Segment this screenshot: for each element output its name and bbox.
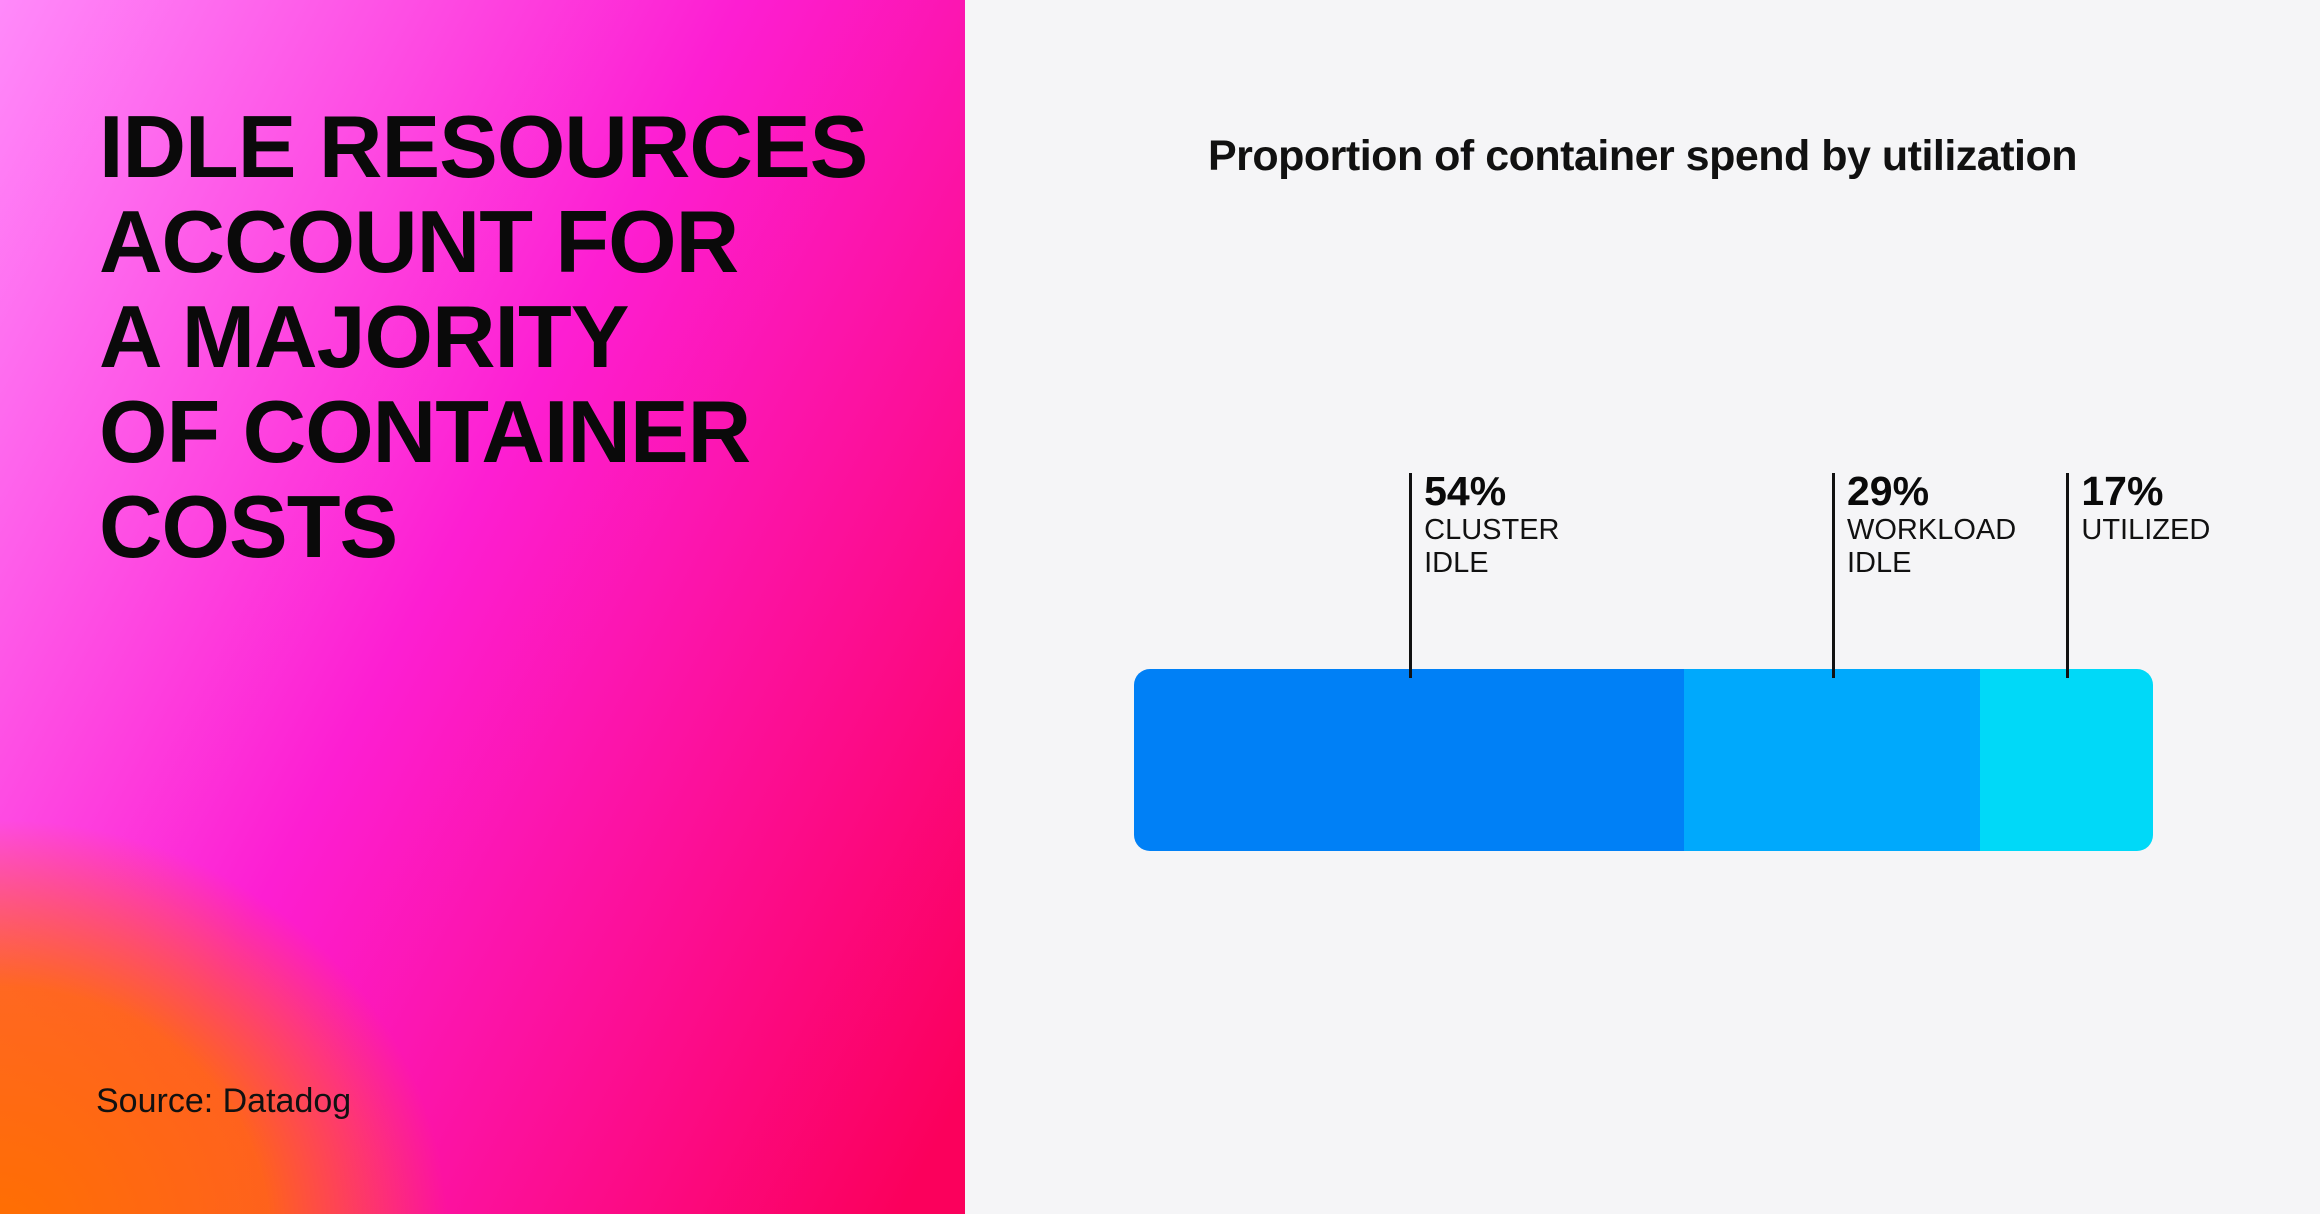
left-gradient-panel: IDLE RESOURCES ACCOUNT FOR A MAJORITY OF… <box>0 0 965 1214</box>
source-attribution: Source: Datadog <box>96 1082 352 1120</box>
segment-2-percent: 29% <box>1847 468 1930 514</box>
segment-1-label: CLUSTER IDLE <box>1424 514 1560 579</box>
tick-line-icon <box>1832 473 1835 678</box>
bar-segment-1 <box>1134 669 1685 851</box>
segment-1-percent: 54% <box>1424 468 1507 514</box>
segment-2-label: WORKLOAD IDLE <box>1847 514 2017 579</box>
tick-line-icon <box>2066 473 2070 678</box>
headline: IDLE RESOURCES ACCOUNT FOR A MAJORITY OF… <box>99 97 868 576</box>
segment-3-label: UTILIZED <box>2081 514 2211 546</box>
stacked-bar-chart: 54% CLUSTER IDLE 29% WORKLOAD IDLE 17% U… <box>1134 469 2210 851</box>
stacked-bar <box>1134 669 2153 851</box>
bar-segment-3 <box>1979 669 2153 851</box>
chart-title: Proportion of container spend by utiliza… <box>1207 132 2078 180</box>
bar-segment-2 <box>1684 669 1980 851</box>
chart-panel: Proportion of container spend by utiliza… <box>965 0 2320 1214</box>
segment-3-percent: 17% <box>2081 468 2164 514</box>
annotation-1: 54% CLUSTER IDLE <box>1409 469 1559 678</box>
annotation-3: 17% UTILIZED <box>2066 469 2210 678</box>
tick-line-icon <box>1409 473 1413 678</box>
annotation-2: 29% WORKLOAD IDLE <box>1832 469 2016 678</box>
